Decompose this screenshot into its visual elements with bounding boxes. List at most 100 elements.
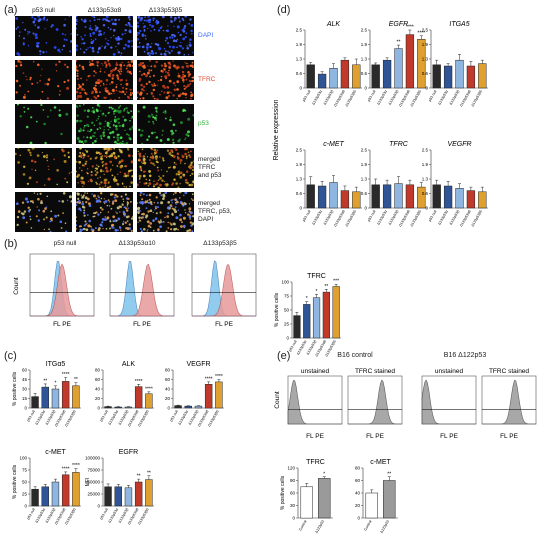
bar: [194, 405, 203, 409]
y-axis-label: % positive cells: [274, 292, 280, 327]
y-tick-label: 0.6: [422, 191, 429, 196]
bar: [215, 381, 223, 409]
bar: [51, 481, 60, 507]
bar: [134, 386, 143, 409]
bar: [466, 65, 476, 89]
bar: [184, 405, 192, 409]
y-axis-label: MFI: [85, 478, 91, 487]
histogram-peak: [110, 263, 174, 317]
panel-e-label: (e): [277, 350, 291, 362]
significance-label: **: [43, 378, 47, 384]
bar: [317, 73, 327, 89]
y-tick-label: 0.6: [361, 71, 368, 76]
chart-title: c-MET: [45, 449, 66, 456]
bar: [312, 297, 321, 339]
y-tick-label: 1.9: [296, 42, 303, 47]
chart-title: ALK: [122, 361, 136, 368]
category-label: Δ133p53β: [449, 90, 461, 106]
micrograph-tile: [15, 16, 72, 56]
category-label: p53 null: [302, 209, 312, 222]
category-label: p53 null: [99, 507, 109, 520]
bar: [382, 59, 392, 89]
y-tick-label: 75000: [87, 468, 100, 473]
histogram-peak: [30, 263, 94, 317]
bar: [417, 39, 426, 89]
y-tick-label: 80: [95, 368, 101, 373]
micrograph-tile: [15, 192, 72, 232]
flow-ylabel: Count: [274, 391, 281, 409]
y-tick-label: 1.3: [361, 177, 368, 182]
bar: [322, 291, 330, 339]
bar: [332, 286, 340, 339]
category-label: p53 null: [26, 409, 36, 422]
bar: [41, 486, 49, 507]
y-tick-label: 0.6: [422, 71, 429, 76]
significance-label: ****: [215, 374, 223, 380]
y-tick-label: 25: [284, 322, 290, 327]
significance-label: **: [324, 284, 328, 290]
y-tick-label: 100: [281, 280, 289, 285]
histogram-peak: [287, 380, 342, 425]
category-label: Δ133p53α: [311, 90, 323, 106]
panel-d-ylabel: Relative expression: [273, 99, 280, 160]
bar: [432, 184, 441, 209]
row-label-line: and p53: [198, 172, 222, 179]
y-tick-label: 0.6: [296, 71, 303, 76]
category-label: Δ133p53β: [388, 90, 400, 106]
y-tick-label: 20: [355, 503, 361, 508]
significance-label: *: [306, 296, 308, 302]
micrograph-tile: [15, 104, 72, 144]
histogram-title: TFRC stained: [355, 368, 395, 375]
significance-label: ****: [72, 463, 80, 469]
significance-label: **: [137, 474, 141, 480]
y-tick-label: 40: [165, 387, 171, 392]
y-tick-label: 0: [357, 516, 360, 521]
flow-xlabel: FL PE: [215, 321, 233, 328]
y-tick-label: 25000: [87, 492, 100, 497]
bar: [478, 191, 487, 209]
bar: [72, 385, 80, 409]
significance-label: ****: [62, 466, 70, 472]
col-header-b-2: Δ133p53β5: [203, 240, 237, 247]
category-label: Δ133p53β5: [470, 210, 483, 228]
bar: [432, 64, 441, 89]
y-tick-label: 100: [19, 456, 27, 461]
y-tick-label: 75: [22, 468, 28, 473]
bar: [329, 182, 338, 209]
bar: [204, 384, 213, 409]
y-tick-label: 0: [364, 206, 367, 211]
y-tick-label: 1.3: [361, 57, 368, 62]
chart-title: TFRC: [306, 459, 325, 466]
significance-label: ****: [145, 386, 153, 392]
y-axis-label: % positive cells: [280, 475, 286, 510]
category-label: Δ133p53β: [449, 210, 461, 226]
flow-xlabel: FL PE: [366, 433, 384, 440]
y-tick-label: 1.3: [296, 57, 303, 62]
micrograph-tile: [137, 60, 194, 100]
flow-ylabel: Count: [13, 277, 20, 295]
bar: [455, 188, 464, 209]
chart-title: c-MET: [323, 141, 344, 148]
y-tick-label: 20: [165, 396, 171, 401]
bar: [383, 480, 396, 519]
bar: [104, 406, 112, 409]
panel-a-label: (a): [4, 4, 18, 16]
category-label: Δ133p53β: [118, 508, 130, 524]
y-tick-label: 0: [299, 86, 302, 91]
bar: [318, 478, 331, 519]
microscopy-row-label: p53: [198, 120, 209, 128]
y-tick-label: 0: [364, 86, 367, 91]
chart-title: TFRC: [307, 273, 326, 280]
microscopy-row-label: merged TFRC and p53: [198, 156, 222, 180]
y-tick-label: 0: [97, 406, 100, 411]
y-tick-label: 1.9: [296, 162, 303, 167]
category-label: p53 null: [99, 409, 109, 422]
micrograph-tile: [137, 148, 194, 188]
y-tick-label: 2.5: [296, 28, 303, 33]
y-tick-label: 0: [425, 86, 428, 91]
category-label: p53 null: [428, 209, 438, 222]
category-label: Δ133p53β: [188, 410, 200, 426]
bar: [145, 479, 153, 507]
